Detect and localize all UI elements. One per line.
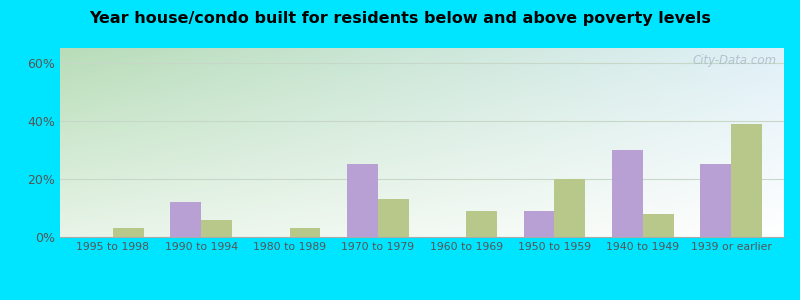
Bar (113, 228, 144, 237)
Bar (466, 211, 497, 237)
Bar (170, 202, 202, 237)
Text: City-Data.com: City-Data.com (693, 54, 777, 67)
Bar (290, 228, 321, 237)
Bar (700, 164, 731, 237)
Bar (523, 211, 554, 237)
Bar (642, 214, 674, 237)
Bar (202, 220, 232, 237)
Bar (554, 179, 586, 237)
Bar (347, 164, 378, 237)
Bar (731, 124, 762, 237)
Bar (378, 199, 409, 237)
Bar (612, 150, 642, 237)
Text: Year house/condo built for residents below and above poverty levels: Year house/condo built for residents bel… (89, 11, 711, 26)
